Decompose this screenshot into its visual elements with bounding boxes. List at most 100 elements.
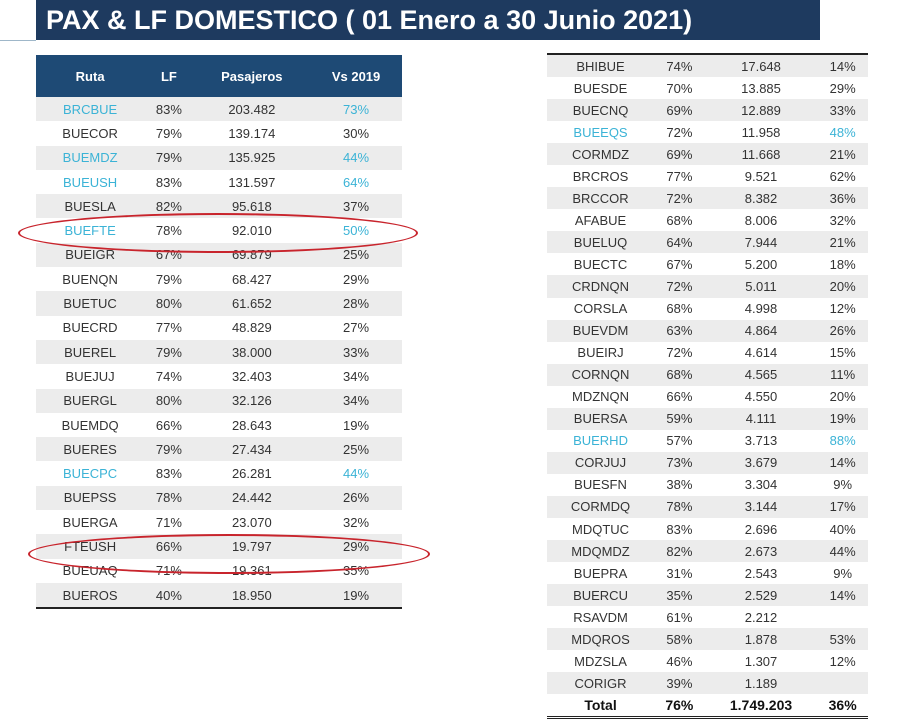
route-code: BUERHD — [573, 433, 628, 449]
load-factor: 77% — [666, 168, 693, 184]
total-cell: 1.749.203 — [704, 694, 818, 719]
table-row: BUECRD 77% 48.829 27% — [36, 316, 402, 340]
passengers: 1.878 — [704, 628, 818, 651]
table-row: CORMDZ 69% 11.668 21% — [547, 143, 868, 166]
route-code: BRCROS — [572, 168, 629, 184]
table-row: BUECOR 79% 139.174 30% — [36, 121, 402, 145]
passengers: 2.543 — [744, 565, 778, 581]
load-factor: 73% — [654, 451, 705, 474]
passengers: 3.713 — [744, 433, 778, 449]
load-factor: 59% — [654, 407, 705, 430]
route-code: MDZSLA — [574, 653, 627, 669]
vs-2019: 19% — [817, 407, 868, 430]
routes-table-left: Ruta LF Pasajeros Vs 2019 BRCBUE 83% 203.4… — [36, 55, 402, 610]
vs-2019: 26% — [310, 485, 402, 511]
load-factor: 79% — [144, 339, 194, 365]
vs-2019: 37% — [310, 194, 402, 219]
passengers: 131.597 — [228, 174, 276, 190]
table-row: BUEVDM 63% 4.864 26% — [547, 319, 868, 342]
route-code: BRCBUE — [36, 97, 145, 122]
vs-2019: 62% — [829, 168, 856, 184]
load-factor: 83% — [666, 521, 693, 537]
passengers: 2.696 — [744, 521, 778, 537]
vs-2019: 29% — [829, 80, 856, 96]
table-row: BUESDE 70% 13.885 29% — [547, 77, 868, 99]
passengers: 28.643 — [231, 417, 272, 433]
passengers: 1.189 — [704, 672, 818, 695]
total-row: Total 76% 1.749.203 36% — [547, 694, 868, 719]
load-factor: 64% — [654, 231, 705, 254]
table-row: CRDNQN 72% 5.011 20% — [547, 275, 868, 298]
vs-2019: 9% — [833, 477, 853, 493]
vs-2019: 36% — [817, 187, 868, 210]
vs-2019: 29% — [343, 271, 370, 287]
passengers: 2.529 — [704, 584, 818, 607]
load-factor: 63% — [654, 319, 705, 342]
load-factor: 74% — [654, 54, 705, 78]
route-code: BUECRD — [62, 320, 118, 336]
load-factor: 80% — [144, 388, 194, 413]
load-factor: 46% — [666, 653, 693, 669]
route-code: RSAVDM — [573, 609, 628, 625]
table-row: BHIBUE 74% 17.648 14% — [547, 54, 868, 78]
table-row: CORMDQ 78% 3.144 17% — [547, 495, 868, 518]
load-factor: 78% — [654, 495, 705, 518]
vs-2019: 53% — [817, 628, 868, 651]
table-row: BUECTC 67% 5.200 18% — [547, 253, 868, 275]
table-row: MDQROS 58% 1.878 53% — [547, 628, 868, 651]
table-row: BUEUSH 83% 131.597 64% — [36, 170, 402, 194]
passengers: 13.885 — [741, 80, 781, 96]
route-code: BUEUSH — [63, 174, 118, 190]
passengers: 17.648 — [704, 54, 818, 78]
total-cell: 76% — [654, 694, 705, 719]
vs-2019: 14% — [817, 54, 868, 78]
route-code: BUERGA — [62, 514, 118, 530]
vs-2019: 33% — [817, 99, 868, 122]
table-header: Ruta LF Pasajeros Vs 2019 — [36, 55, 402, 97]
passengers: 3.304 — [744, 477, 778, 493]
passengers: 11.668 — [704, 143, 818, 166]
table-row: BUEREL 79% 38.000 33% — [36, 339, 402, 365]
route-code: BUECTC — [573, 256, 628, 272]
route-code: BUEVDM — [547, 319, 655, 342]
vs-2019: 44% — [817, 540, 868, 563]
vs-2019: 44% — [343, 466, 370, 482]
vs-2019: 15% — [829, 345, 856, 361]
load-factor: 83% — [144, 97, 194, 122]
table-row: BUEMDQ 66% 28.643 19% — [36, 413, 402, 437]
route-code: CORNQN — [547, 363, 655, 386]
vs-2019: 40% — [829, 521, 856, 537]
col-pasajeros: Pasajeros — [193, 55, 311, 97]
vs-2019: 73% — [310, 97, 402, 122]
load-factor: 70% — [666, 80, 693, 96]
route-code: BUEJUJ — [65, 368, 115, 384]
vs-2019: 20% — [829, 389, 856, 405]
passengers: 18.950 — [193, 582, 311, 610]
table-row: BUERHD 57% 3.713 88% — [547, 430, 868, 452]
route-code: BUETUC — [36, 291, 145, 316]
route-code: BUERGL — [36, 388, 145, 413]
load-factor: 74% — [155, 368, 182, 384]
load-factor: 69% — [654, 99, 705, 122]
vs-2019: 34% — [310, 388, 402, 413]
passengers: 7.944 — [704, 231, 818, 254]
col-ruta: Ruta — [36, 55, 145, 97]
table-row: CORNQN 68% 4.565 11% — [547, 363, 868, 386]
table-row: MDQTUC 83% 2.696 40% — [547, 518, 868, 540]
route-code: BUECNQ — [547, 99, 655, 122]
load-factor: 72% — [654, 187, 705, 210]
passengers: 32.126 — [193, 388, 311, 413]
load-factor: 69% — [654, 143, 705, 166]
passengers: 4.614 — [744, 345, 778, 361]
vs-2019: 12% — [829, 653, 856, 669]
vs-2019: 34% — [343, 368, 370, 384]
route-code: BUESDE — [573, 80, 628, 96]
vs-2019: 27% — [343, 320, 370, 336]
load-factor: 72% — [666, 124, 693, 140]
passengers: 4.998 — [744, 301, 778, 317]
table-row: BUEPRA 31% 2.543 9% — [547, 562, 868, 584]
load-factor: 40% — [144, 582, 194, 610]
route-code: AFABUE — [574, 212, 627, 228]
route-code: CORJUJ — [547, 451, 655, 474]
load-factor: 39% — [654, 672, 705, 695]
